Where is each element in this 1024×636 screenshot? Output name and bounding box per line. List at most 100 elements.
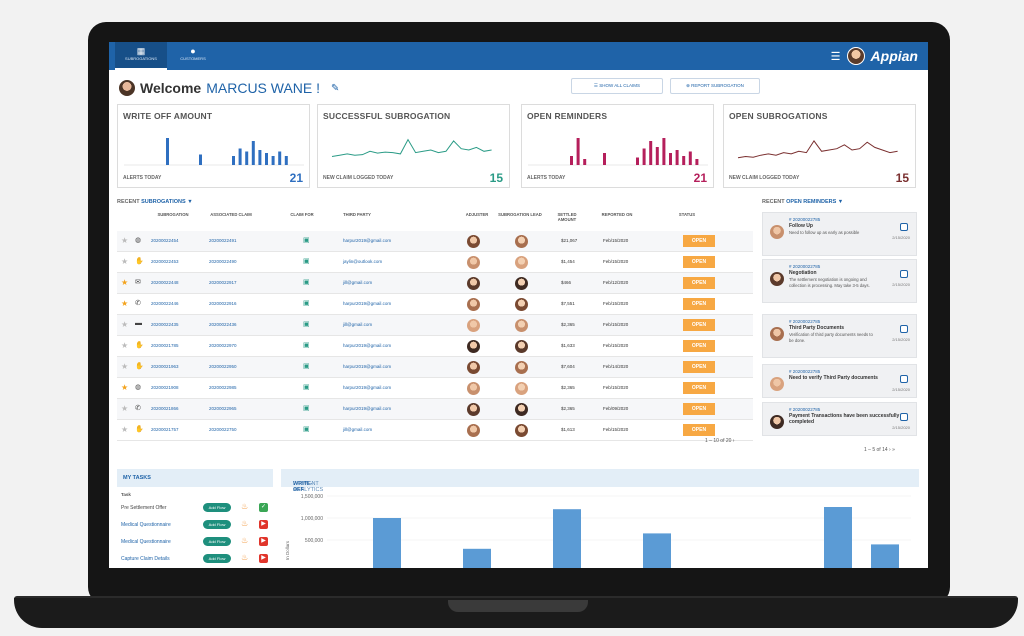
reminder-card[interactable]: # 20200022785 Follow Up Need to follow up … <box>762 212 917 256</box>
reminder-id[interactable]: # 20200022785 <box>789 264 821 269</box>
table-row[interactable]: ★ ✆ 20200021866 20200022965 ▣ harpur2019@gmai… <box>117 399 753 420</box>
kpi-card-successful-subrogation[interactable]: SUCCESSFUL SUBROGATION NEW CLAIM LOGGED … <box>317 104 510 188</box>
star-icon[interactable]: ★ <box>121 299 129 308</box>
star-icon[interactable]: ★ <box>121 278 129 287</box>
filter-icon[interactable]: ▼ <box>837 199 844 205</box>
flag-icon[interactable]: ▶ <box>259 520 268 529</box>
report-subrogation-button[interactable]: ⊕ REPORT SUBROGATION <box>670 78 760 94</box>
kpi-card-open-subrogations[interactable]: OPEN SUBROGATIONS NEW CLAIM LOGGED TODAY… <box>723 104 916 188</box>
reminder-card[interactable]: # 20200022785 Need to verify Third Party … <box>762 364 917 398</box>
star-icon[interactable]: ★ <box>121 362 129 371</box>
star-icon[interactable]: ★ <box>121 425 129 434</box>
third-party-email[interactable]: jill@gmail.com <box>343 280 373 285</box>
subrogation-id[interactable]: 20200021785 <box>151 343 179 348</box>
associated-claim[interactable]: 20200022490 <box>209 259 237 264</box>
associated-claim[interactable]: 20200022916 <box>209 301 237 306</box>
task-name[interactable]: Capture Claim Details <box>121 556 170 562</box>
col-header[interactable]: REPORTED ON <box>601 212 633 217</box>
table-row[interactable]: ★ ◍ 20200021908 20200022985 ▣ harpur2019@gmai… <box>117 378 753 399</box>
kpi-card-write-off[interactable]: WRITE OFF AMOUNT ALERTS TODAY 21 <box>117 104 310 188</box>
col-header[interactable]: CLAIM FOR <box>290 212 314 217</box>
associated-claim[interactable]: 20200022917 <box>209 280 237 285</box>
star-icon[interactable]: ★ <box>121 236 129 245</box>
reminder-checkbox[interactable] <box>900 325 908 333</box>
col-header[interactable]: SETTLED AMOUNT <box>557 212 577 222</box>
analytics-bar[interactable] <box>463 548 491 568</box>
subrogation-id[interactable]: 20200022448 <box>151 280 179 285</box>
menu-icon[interactable]: ☰ <box>830 50 841 63</box>
task-name[interactable]: Pre Settlement Offer <box>121 505 167 511</box>
avatar[interactable] <box>846 47 865 65</box>
filter-icon[interactable]: ▼ <box>187 199 193 205</box>
col-header[interactable]: SUBROGATION <box>157 212 189 217</box>
reminders-pager[interactable]: 1 – 5 of 14 › » <box>864 447 895 453</box>
associated-claim[interactable]: 20200022750 <box>209 427 237 432</box>
star-icon[interactable]: ★ <box>121 404 129 413</box>
associated-claim[interactable]: 20200022491 <box>209 238 237 243</box>
task-name[interactable]: Medical Questionnaire <box>121 522 171 528</box>
third-party-email[interactable]: harpur2019@gmail.com <box>343 343 392 348</box>
subrogation-id[interactable]: 20200021963 <box>151 364 179 369</box>
analytics-bar[interactable] <box>553 509 581 568</box>
table-row[interactable]: ★ ◍ 20200022454 20200022491 ▣ harpur2019@gmai… <box>117 231 753 252</box>
table-row[interactable]: ★ ✋ 20200021785 20200022970 ▣ harpur2019@gmai… <box>117 336 753 357</box>
analytics-bar[interactable] <box>373 518 401 568</box>
table-row[interactable]: ★ ✆ 20200022446 20200022916 ▣ harpur2019@gmai… <box>117 294 753 315</box>
reminder-checkbox[interactable] <box>900 375 908 383</box>
star-icon[interactable]: ★ <box>121 320 129 329</box>
flag-icon[interactable]: ▶ <box>259 554 268 563</box>
third-party-email[interactable]: harpur2019@gmail.com <box>343 385 392 390</box>
check-icon[interactable]: ✓ <box>259 503 268 512</box>
kpi-card-open-reminders[interactable]: OPEN REMINDERS ALERTS TODAY 21 <box>521 104 714 188</box>
task-row[interactable]: Pre Settlement Offer Add Flow ♨ ✓ <box>117 500 273 516</box>
third-party-email[interactable]: jaylin@outlook.com <box>343 259 383 264</box>
task-name[interactable]: Medical Questionnaire <box>121 539 171 545</box>
col-header[interactable]: SUBROGATION LEAD <box>498 212 542 217</box>
third-party-email[interactable]: harpur2019@gmail.com <box>343 406 392 411</box>
add-flow-button[interactable]: Add Flow <box>203 537 231 546</box>
add-flow-button[interactable]: Add Flow <box>203 554 231 563</box>
associated-claim[interactable]: 20200022970 <box>209 343 237 348</box>
col-header[interactable]: ADJUSTER <box>465 212 489 217</box>
add-flow-button[interactable]: Add Flow <box>203 520 231 529</box>
third-party-email[interactable]: harpur2019@gmail.com <box>343 238 392 243</box>
subrogation-id[interactable]: 20200021757 <box>151 427 179 432</box>
associated-claim[interactable]: 20200022950 <box>209 364 237 369</box>
reminder-card[interactable]: # 20200022785 Third Party Documents Verifi… <box>762 314 917 358</box>
star-icon[interactable]: ★ <box>121 383 129 392</box>
reminder-id[interactable]: # 20200022785 <box>789 319 821 324</box>
edit-icon[interactable]: ✎ <box>331 82 340 94</box>
associated-claim[interactable]: 20200022965 <box>209 406 237 411</box>
tab-customers[interactable]: ● CUSTOMERS <box>167 42 219 70</box>
col-header[interactable]: ASSOCIATED CLAIM <box>210 212 252 217</box>
reminder-id[interactable]: # 20200022785 <box>789 217 821 222</box>
subrogation-id[interactable]: 20200022435 <box>151 322 179 327</box>
flag-icon[interactable]: ▶ <box>259 537 268 546</box>
star-icon[interactable]: ★ <box>121 341 129 350</box>
subrogation-id[interactable]: 20200022446 <box>151 301 179 306</box>
table-row[interactable]: ★ ✋ 20200021757 20200022750 ▣ jill@gmail.com $… <box>117 420 753 441</box>
task-row[interactable]: Capture Claim Details Add Flow ♨ ▶ <box>117 551 273 567</box>
reminder-card[interactable]: # 20200022785 Payment Transactions have b… <box>762 402 917 436</box>
table-row[interactable]: ★ ▬ 20200022435 20200022436 ▣ jill@gmail.com $… <box>117 315 753 336</box>
table-pager[interactable]: 1 – 10 of 20 › <box>705 438 735 444</box>
table-row[interactable]: ★ ✋ 20200022453 20200022490 ▣ jaylin@outlook.… <box>117 252 753 273</box>
table-row[interactable]: ★ ✉ 20200022448 20200022917 ▣ jill@gmail.com $… <box>117 273 753 294</box>
third-party-email[interactable]: jill@gmail.com <box>343 322 373 327</box>
third-party-email[interactable]: harpur2019@gmail.com <box>343 301 392 306</box>
col-header[interactable]: THIRD PARTY <box>343 212 371 217</box>
reminder-checkbox[interactable] <box>900 223 908 231</box>
subrogation-id[interactable]: 20200022453 <box>151 259 179 264</box>
task-row[interactable]: Medical Questionnaire Add Flow ♨ ▶ <box>117 517 273 533</box>
analytics-bar[interactable] <box>871 544 899 568</box>
tab-subrogations[interactable]: ▦ SUBROGATIONS <box>115 42 167 70</box>
table-row[interactable]: ★ ✋ 20200021963 20200022950 ▣ harpur2019@gmai… <box>117 357 753 378</box>
task-row[interactable]: Medical Questionnaire Add Flow ♨ ▶ <box>117 534 273 550</box>
third-party-email[interactable]: harpur2019@gmail.com <box>343 364 392 369</box>
analytics-bar[interactable] <box>643 533 671 568</box>
associated-claim[interactable]: 20200022436 <box>209 322 237 327</box>
reminder-checkbox[interactable] <box>900 413 908 421</box>
reminder-id[interactable]: # 20200022785 <box>789 407 821 412</box>
star-icon[interactable]: ★ <box>121 257 129 266</box>
subrogation-id[interactable]: 20200022454 <box>151 238 179 243</box>
